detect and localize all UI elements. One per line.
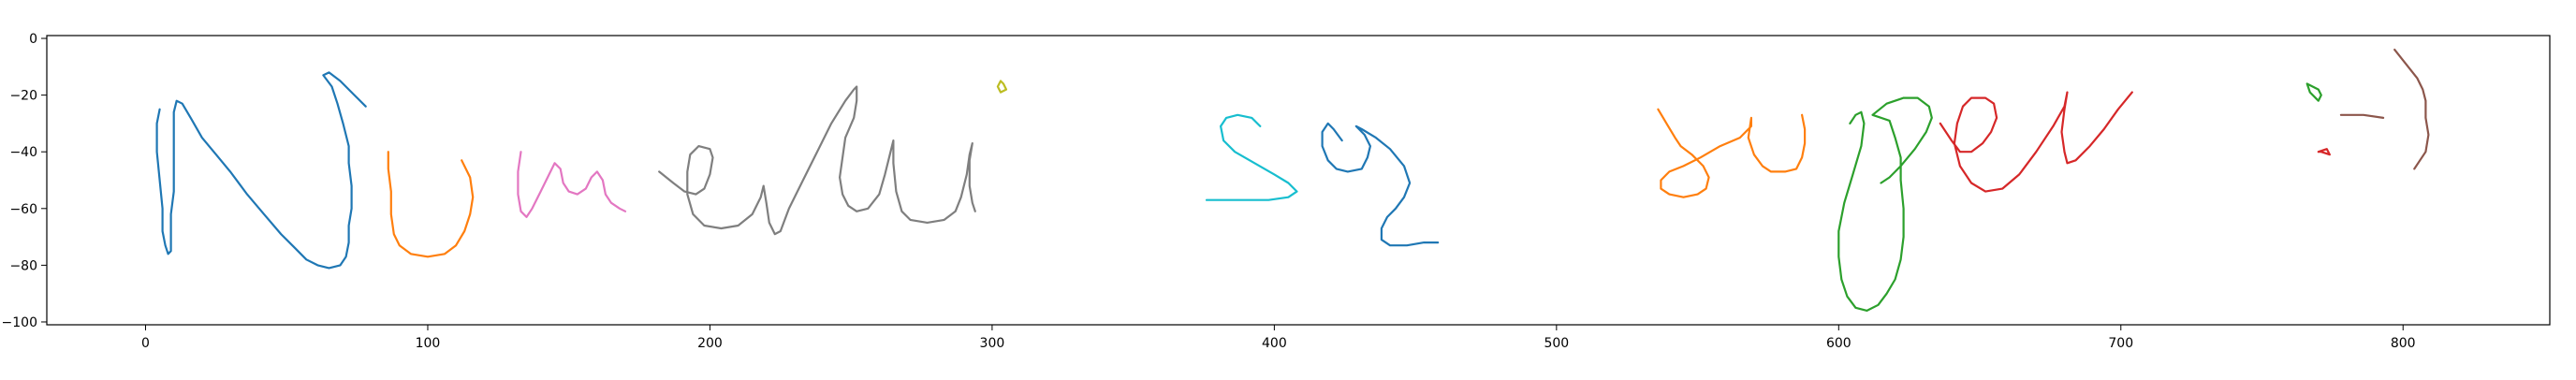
- stroke-layer: [155, 48, 2430, 312]
- y-axis: 0 −20 −40 −60 −80 −100: [2, 32, 47, 330]
- stroke-13: [2393, 48, 2430, 170]
- stroke-6: [1321, 122, 1440, 247]
- y-tick-label: −40: [9, 145, 37, 160]
- stroke-5: [1205, 113, 1298, 201]
- x-tick-label: 200: [697, 336, 723, 351]
- stroke-1: [387, 151, 475, 258]
- stroke-12: [2317, 148, 2331, 156]
- x-tick-label: 700: [2108, 336, 2133, 351]
- x-tick-label: 0: [141, 336, 150, 351]
- stroke-8: [1837, 96, 1933, 312]
- axes-frame: [46, 35, 2551, 326]
- x-tick-label: 500: [1544, 336, 1569, 351]
- stroke-4: [996, 80, 1008, 94]
- stroke-10: [2305, 82, 2322, 102]
- stroke-9: [1939, 91, 2133, 193]
- stroke-11: [2339, 113, 2385, 120]
- x-axis: 0 100 200 300 400 500 600 700 800: [141, 325, 2416, 351]
- stroke-3: [658, 85, 976, 236]
- x-tick-label: 400: [1262, 336, 1287, 351]
- y-tick-label: 0: [29, 32, 37, 47]
- plot-area: [47, 36, 2550, 325]
- stroke-2: [517, 151, 627, 218]
- y-tick-label: −20: [9, 89, 37, 104]
- x-tick-label: 300: [980, 336, 1005, 351]
- x-tick-label: 800: [2391, 336, 2416, 351]
- stroke-7: [1657, 108, 1807, 198]
- y-tick-label: −60: [9, 202, 37, 217]
- x-tick-label: 600: [1826, 336, 1852, 351]
- stroke-0: [155, 71, 367, 270]
- y-tick-label: −80: [9, 258, 37, 273]
- y-tick-label: −100: [2, 315, 37, 330]
- x-tick-label: 100: [416, 336, 441, 351]
